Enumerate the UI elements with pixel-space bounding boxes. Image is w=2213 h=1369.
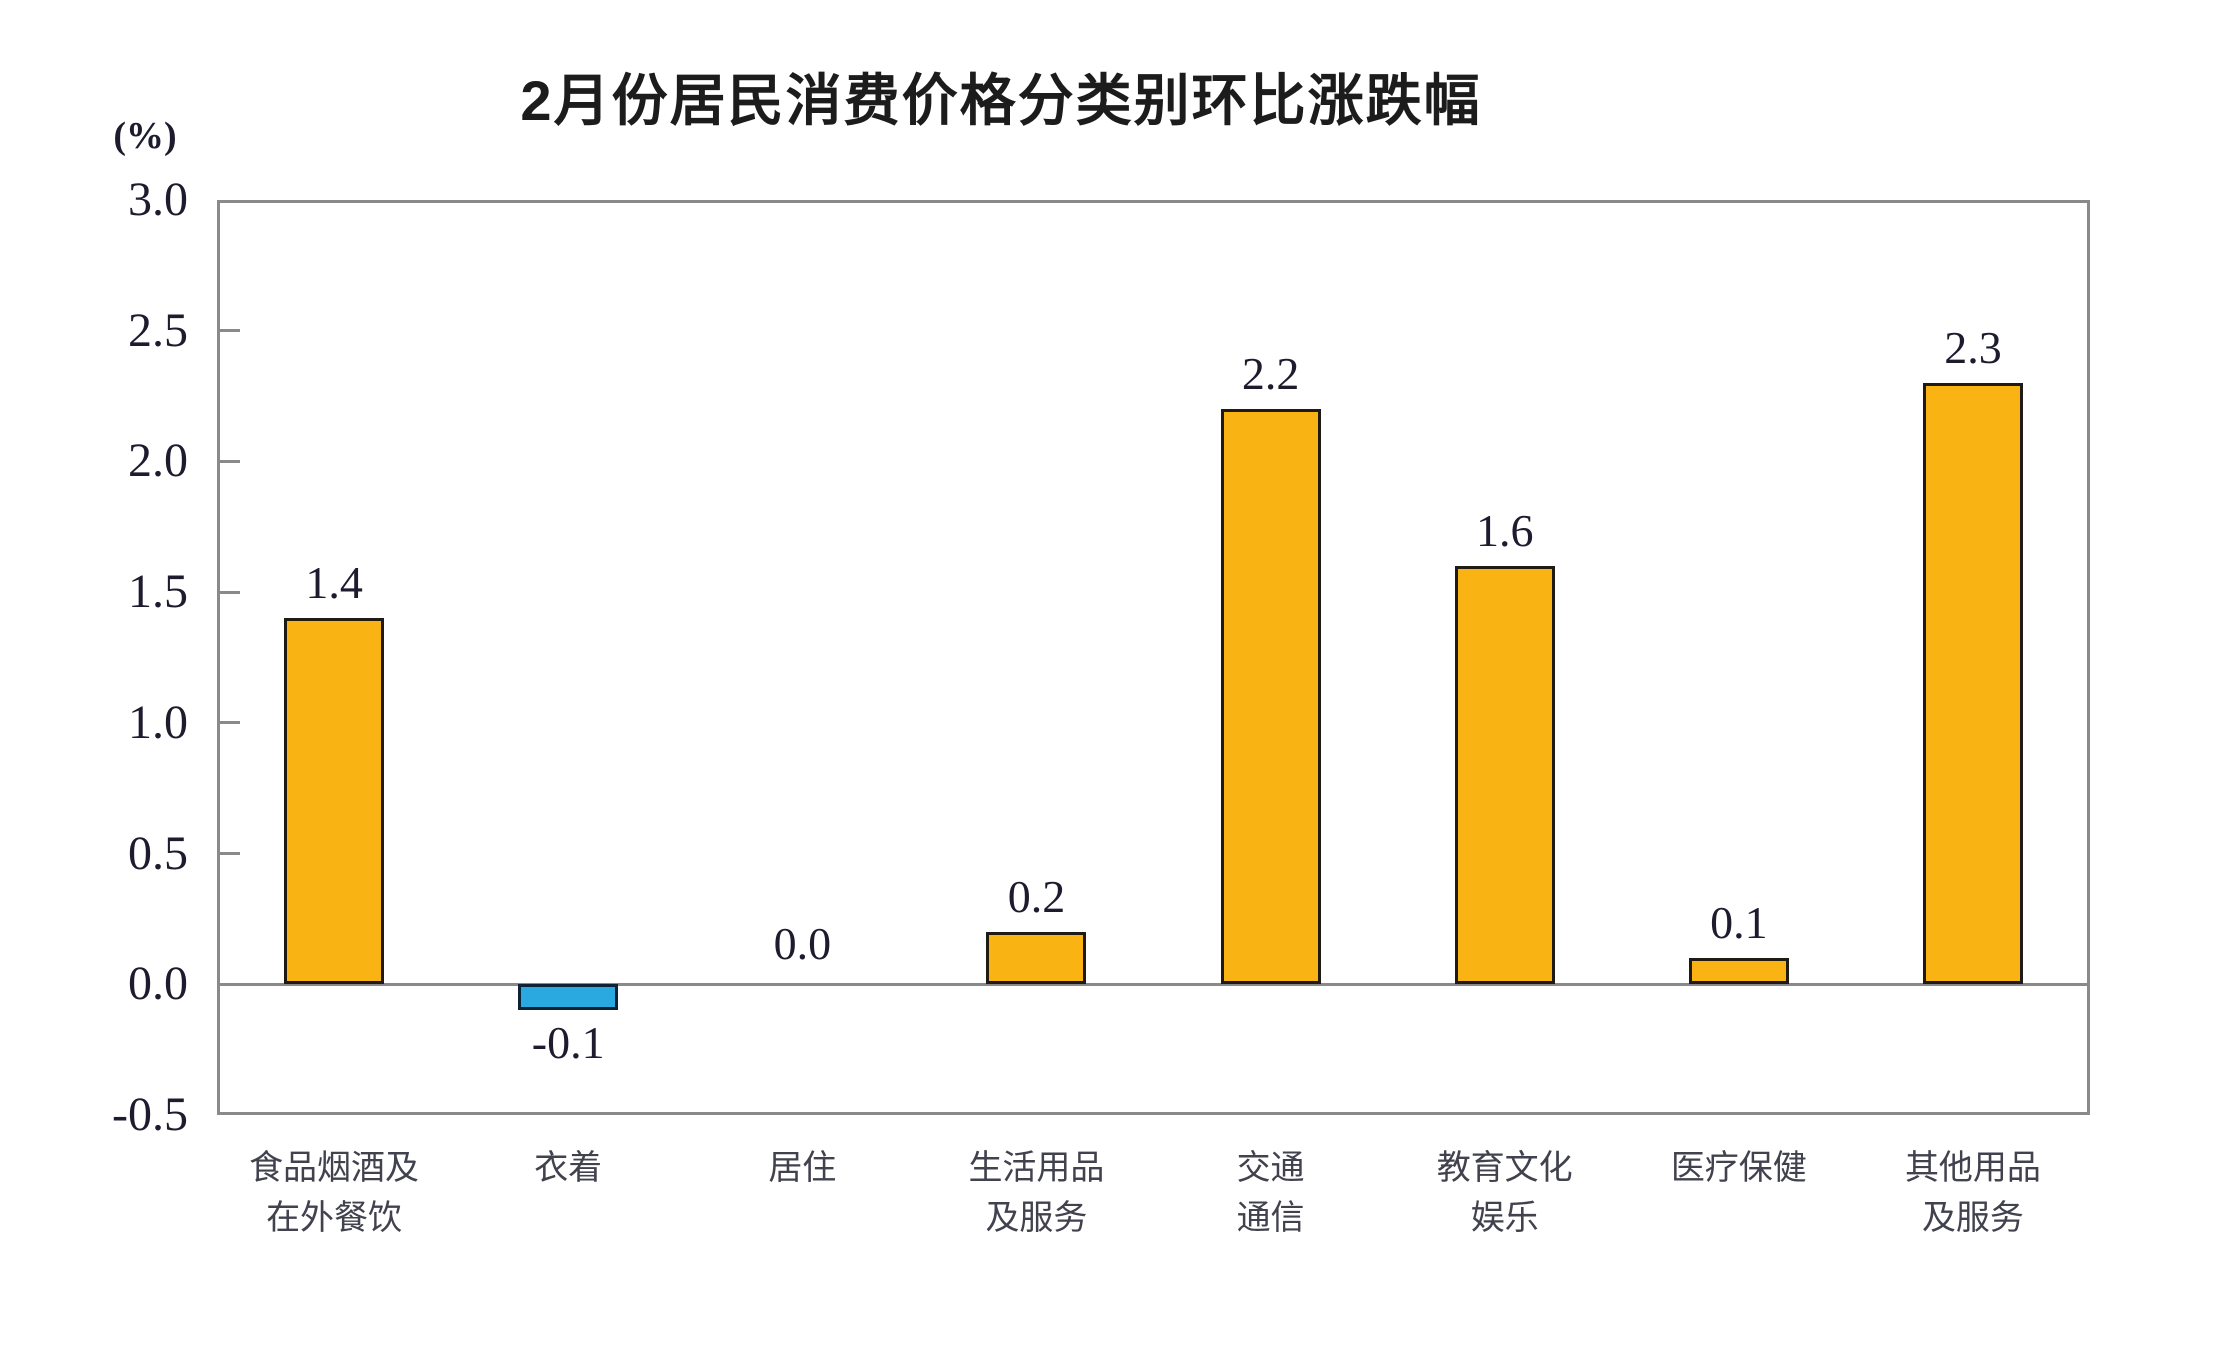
bar-value-label: 0.2: [1007, 871, 1066, 922]
y-axis-tick-label: 0.5: [128, 826, 188, 880]
y-axis-tick: [220, 721, 240, 725]
y-axis-tick-label: 2.0: [128, 434, 188, 488]
bar-value-label: -0.1: [531, 1017, 605, 1069]
plot-area: [217, 200, 2090, 1115]
y-axis-tick-label: 1.5: [128, 565, 188, 619]
bar-value-label: 2.3: [1944, 322, 2002, 373]
bar-value-label: 2.2: [1241, 348, 1300, 400]
bar: [986, 932, 1087, 985]
x-axis-category-label: 生活用品 及服务: [968, 1149, 1105, 1237]
bar-value-label: 0.1: [1710, 897, 1768, 949]
bar: [518, 984, 619, 1011]
x-axis-category-label: 交通 通信: [1236, 1149, 1305, 1237]
y-axis-unit-label: (%): [113, 115, 177, 157]
bar: [1922, 383, 2023, 985]
y-axis-tick-label: 1.0: [128, 695, 188, 749]
zero-baseline: [217, 982, 2090, 986]
x-axis-category-label: 居住: [768, 1149, 837, 1187]
y-axis-tick: [220, 459, 240, 463]
chart-title: 2月份居民消费价格分类别环比涨跌幅: [520, 69, 1482, 132]
y-axis-tick: [220, 590, 240, 594]
y-axis-tick: [220, 329, 240, 333]
y-axis-tick-label: -0.5: [112, 1088, 188, 1141]
bar: [1454, 566, 1555, 985]
x-axis-category-label: 医疗保健: [1670, 1149, 1807, 1187]
bar: [1688, 958, 1789, 985]
x-axis-category-label: 教育文化 娱乐: [1436, 1149, 1573, 1237]
x-axis-category-label: 衣着: [534, 1149, 603, 1187]
bar: [284, 618, 385, 985]
y-axis-tick-label: 0.0: [128, 957, 188, 1011]
bar-value-label: 0.0: [773, 918, 832, 970]
bar-value-label: 1.6: [1475, 505, 1534, 556]
bar: [1220, 409, 1321, 985]
x-axis-category-label: 食品烟酒及 在外餐饮: [249, 1149, 420, 1237]
bar-value-label: 1.4: [305, 557, 363, 609]
y-axis-tick-label: 2.5: [128, 303, 188, 357]
y-axis-tick-label: 3.0: [128, 173, 188, 226]
y-axis-tick: [220, 852, 240, 856]
x-axis-category-label: 其他用品 及服务: [1904, 1149, 2041, 1237]
